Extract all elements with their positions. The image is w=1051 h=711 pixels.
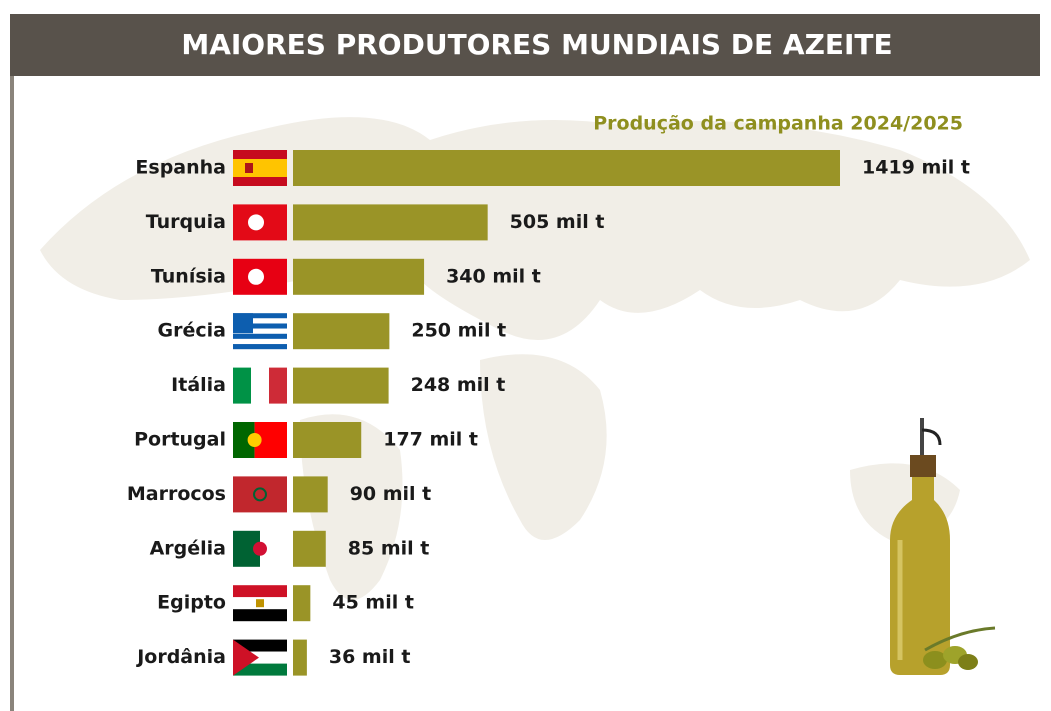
flag-stripe (233, 313, 287, 319)
chart-subtitle: Produção da campanha 2024/2025 (593, 113, 963, 135)
flag-stripe (251, 367, 269, 404)
flag-emblem (248, 268, 264, 285)
flag-stripe (233, 150, 287, 159)
y-tick-label: Marrocos (127, 483, 226, 505)
flag-stripe (233, 609, 287, 622)
flag-canton (233, 313, 253, 334)
flag-stripe (233, 663, 287, 676)
left-border (10, 76, 14, 711)
bar (293, 422, 362, 458)
value-label: 90 mil t (350, 483, 432, 505)
y-tick-label: Portugal (134, 429, 226, 451)
y-tick-label: Espanha (135, 157, 226, 179)
world-map-background (40, 117, 1030, 600)
flag-stripe (233, 344, 287, 350)
flag-stripe (233, 318, 287, 324)
flag-emblem (253, 541, 267, 556)
value-label: 1419 mil t (862, 157, 970, 179)
flag-stripe (233, 333, 287, 339)
flag-stripe (233, 639, 287, 652)
flag-stripe (233, 177, 287, 186)
header-band (10, 14, 1040, 76)
value-label: 36 mil t (329, 646, 411, 668)
y-tick-label: Grécia (158, 320, 226, 342)
value-label: 248 mil t (411, 374, 506, 396)
flag-emblem (256, 599, 264, 608)
flag-stripe (269, 367, 287, 404)
bar (293, 585, 311, 622)
y-tick-label: Jordânia (135, 646, 226, 668)
y-tick-label: Tunísia (151, 265, 226, 287)
olive-oil-bottle (890, 418, 996, 675)
flag-stripe (233, 338, 287, 345)
bar (293, 150, 840, 186)
value-label: 45 mil t (332, 592, 414, 614)
bar (293, 476, 328, 513)
flag-stripe (233, 422, 255, 458)
value-label: 340 mil t (446, 265, 541, 287)
flag-emblem (245, 163, 253, 173)
bar (293, 204, 488, 241)
flag-stripe (233, 159, 287, 177)
flag-stripe (233, 585, 287, 598)
y-tick-label: Argélia (150, 537, 226, 559)
flag-stripe (233, 476, 287, 513)
flag-emblem (253, 487, 267, 502)
y-tick-label: Turquia (146, 211, 226, 233)
bar (293, 530, 326, 567)
y-tick-label: Itália (171, 374, 226, 396)
chart-title: MAIORES PRODUTORES MUNDIAIS DE AZEITE (181, 28, 892, 61)
value-label: 505 mil t (510, 211, 605, 233)
bar (293, 258, 425, 295)
flag-stripe (233, 328, 287, 334)
flag-emblem (248, 214, 264, 231)
bar (293, 639, 307, 676)
value-label: 177 mil t (383, 429, 478, 451)
bar (293, 367, 389, 404)
value-label: 250 mil t (411, 320, 506, 342)
flag-stripe (233, 323, 287, 329)
y-tick-label: Egipto (157, 592, 226, 614)
flag-triangle (233, 639, 259, 676)
flag-emblem (247, 433, 262, 447)
flag-stripe (233, 367, 251, 404)
bar (293, 313, 390, 350)
value-label: 85 mil t (348, 537, 430, 559)
